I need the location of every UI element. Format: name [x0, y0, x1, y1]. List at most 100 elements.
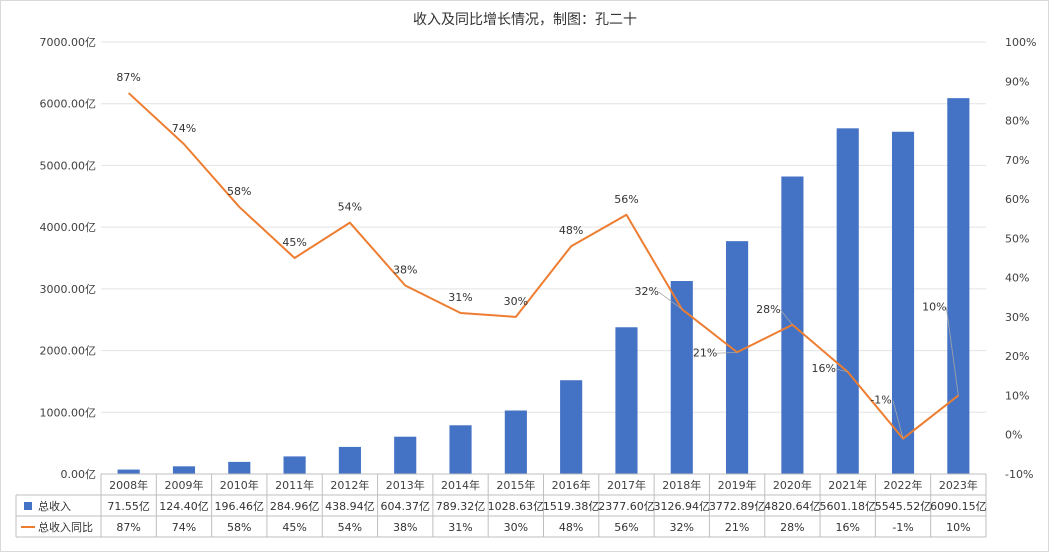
data-label-leader [717, 351, 738, 354]
bar [394, 436, 417, 474]
bar [283, 456, 306, 474]
x-tick-label: 2009年 [164, 478, 203, 492]
bar [117, 469, 140, 474]
data-table: 2008年 2009年 2010年 2011年 2012年 2013年 2014年 2015年… [15, 473, 987, 538]
data-label-leader [780, 309, 793, 326]
right-tick-label: 0% [1005, 429, 1022, 442]
table-cell-growth: 56% [614, 521, 638, 534]
right-tick-label: 90% [1005, 75, 1029, 88]
bar [891, 131, 915, 474]
table-cell-growth: 74% [172, 521, 196, 534]
left-axis: 0.00亿 1000.00亿 2000.00亿 3000.00亿 4000.00亿 500… [40, 36, 97, 481]
x-tick-label: 2019年 [718, 478, 757, 492]
table-cell-revenue: 438.94亿 [325, 500, 375, 513]
table-cell-growth: 45% [282, 521, 306, 534]
right-tick-label: 20% [1005, 350, 1029, 363]
data-label: 16% [811, 362, 835, 375]
data-label: 31% [448, 291, 472, 304]
x-tick-label: 2022年 [884, 478, 923, 492]
x-tick-label: 2013年 [386, 478, 425, 492]
x-tick-label: 2011年 [275, 478, 314, 492]
table-cell-growth: 21% [725, 521, 749, 534]
table-cell-revenue: 5545.52亿 [875, 500, 932, 513]
x-tick-label: 2021年 [828, 478, 867, 492]
right-tick-label: 10% [1005, 389, 1029, 402]
table-cell-revenue: 789.32亿 [436, 500, 486, 513]
table-cell-growth: 48% [559, 521, 583, 534]
table-cell-revenue: 1519.38亿 [543, 500, 600, 513]
table-cell-revenue: 6090.15亿 [930, 500, 987, 513]
table-cell-growth: 87% [116, 521, 140, 534]
left-tick-label: 4000.00亿 [40, 221, 97, 234]
data-label: 30% [504, 295, 528, 308]
data-label: 87% [116, 71, 140, 84]
bar [836, 128, 859, 474]
data-label: 74% [172, 122, 196, 135]
x-tick-label: 2018年 [662, 478, 701, 492]
legend-label-bar: 总收入 [38, 499, 71, 513]
table-cell-revenue: 5601.18亿 [819, 500, 876, 513]
chart-title: 收入及同比增长情况，制图：孔二十 [413, 12, 637, 28]
table-cell-revenue: 71.55亿 [107, 500, 150, 513]
bar [504, 410, 527, 474]
table-cell-growth: 58% [227, 521, 251, 534]
right-tick-label: 70% [1005, 154, 1029, 167]
right-tick-label: 100% [1005, 36, 1036, 49]
bar [338, 446, 361, 474]
right-tick-label: 40% [1005, 272, 1029, 285]
data-label: 10% [922, 300, 946, 313]
right-tick-label: 60% [1005, 193, 1029, 206]
line-path [127, 92, 959, 440]
x-tick-label: 2020年 [773, 478, 812, 492]
left-tick-label: 6000.00亿 [40, 98, 97, 111]
data-label: -1% [870, 394, 891, 407]
left-tick-label: 0.00亿 [61, 468, 97, 481]
x-tick-label: 2015年 [496, 478, 535, 492]
table-cell-growth: 10% [946, 521, 970, 534]
table-cell-revenue: 1028.63亿 [488, 500, 545, 513]
table-cell-growth: 38% [393, 521, 417, 534]
x-tick-label: 2010年 [220, 478, 259, 492]
table-cell-growth: 32% [670, 521, 694, 534]
right-tick-label: 80% [1005, 115, 1029, 128]
legend-label-line: 总收入同比 [38, 520, 93, 534]
bar [228, 461, 251, 474]
table-cell-growth: 31% [448, 521, 472, 534]
table-cell-growth: 28% [780, 521, 804, 534]
table-cell-revenue: 2377.60亿 [598, 500, 655, 513]
left-tick-label: 1000.00亿 [40, 406, 97, 419]
x-tick-label: 2012年 [330, 478, 369, 492]
bar [449, 425, 472, 474]
table-cell-revenue: 3772.89亿 [709, 500, 766, 513]
x-tick-label: 2016年 [552, 478, 591, 492]
data-label: 54% [338, 201, 362, 214]
x-tick-label: 2023年 [939, 478, 978, 492]
table-cell-revenue: 604.37亿 [380, 500, 430, 513]
left-tick-label: 7000.00亿 [40, 36, 97, 49]
right-tick-label: 30% [1005, 311, 1029, 324]
bar [615, 327, 638, 474]
table-cell-revenue: 4820.64亿 [764, 500, 821, 513]
table-cell-revenue: 284.96亿 [270, 500, 320, 513]
left-tick-label: 2000.00亿 [40, 345, 97, 358]
data-label-leader [835, 368, 848, 373]
data-label: 28% [756, 303, 780, 316]
data-label: 45% [282, 236, 306, 249]
x-tick-label: 2014年 [441, 478, 480, 492]
data-label-leader [658, 291, 683, 310]
data-label: 32% [635, 285, 659, 298]
data-label: 58% [227, 185, 251, 198]
bar [670, 281, 693, 474]
bar [172, 466, 196, 474]
bar [947, 98, 970, 474]
table-cell-revenue: 196.46亿 [215, 500, 265, 513]
data-label: 48% [559, 224, 583, 237]
legend-swatch-bar [24, 502, 32, 510]
bar [726, 241, 749, 474]
bar-series [117, 98, 970, 474]
data-label-leader [892, 400, 904, 439]
table-cell-revenue: 124.40亿 [159, 500, 209, 513]
x-tick-label: 2017年 [607, 478, 646, 492]
